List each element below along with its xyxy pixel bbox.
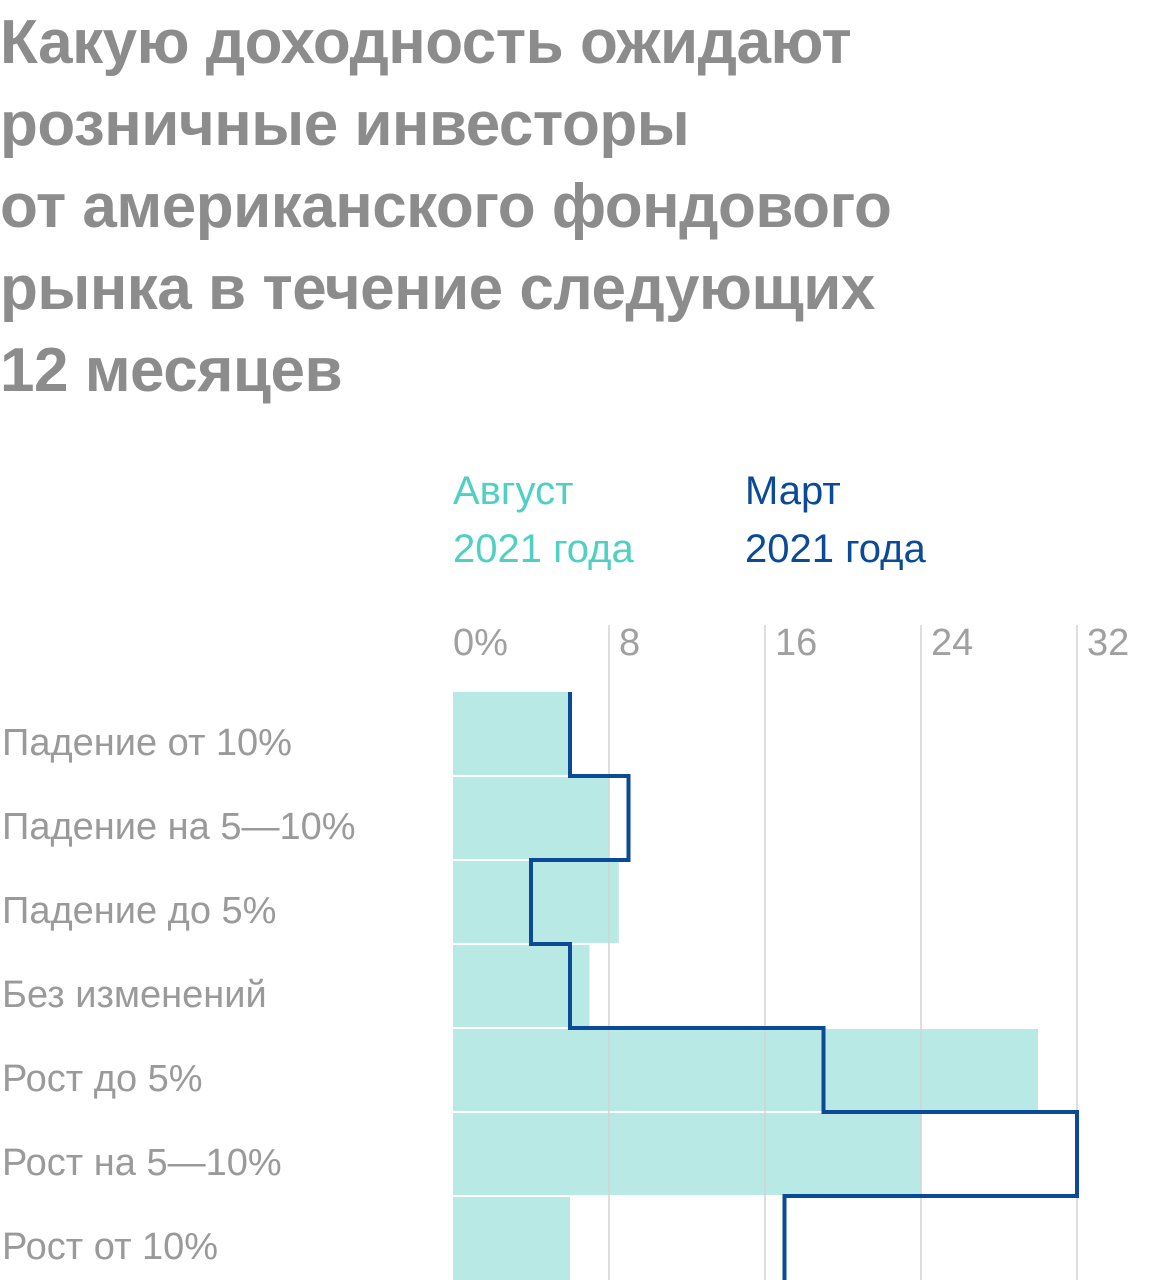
category-label: Падение от 10% (2, 722, 292, 764)
title-line: рынка в течение следующих (0, 254, 875, 323)
august-bar (453, 860, 619, 944)
title-line: от американского фондового (0, 172, 892, 241)
category-label: Рост от 10% (2, 1226, 218, 1268)
title-line: розничные инвесторы (0, 90, 690, 159)
title-line: 12 месяцев (0, 336, 343, 405)
category-label: Падение до 5% (2, 890, 276, 932)
legend-august: Август 2021 года (453, 462, 634, 578)
legend-march: Март 2021 года (745, 462, 926, 578)
august-bar (453, 1196, 570, 1280)
category-labels: Падение от 10% Падение на 5—10% Падение до… (2, 722, 356, 1268)
x-tick-labels: 0% 8 16 24 32 (453, 622, 1129, 664)
title-line: Какую доходность ожидают (0, 8, 852, 77)
category-label: Падение на 5—10% (2, 806, 356, 848)
legend-march-line1: Март (745, 469, 841, 513)
legend-august-line2: 2021 года (453, 527, 634, 571)
legend-march-line2: 2021 года (745, 527, 926, 571)
x-tick-label: 16 (775, 622, 817, 664)
august-bar (453, 776, 609, 860)
category-label: Без изменений (2, 974, 267, 1016)
x-tick-label: 8 (619, 622, 640, 664)
august-bar (453, 1028, 1038, 1112)
x-tick-label: 32 (1087, 622, 1129, 664)
category-label: Рост на 5—10% (2, 1142, 282, 1184)
august-bars (453, 692, 1038, 1280)
august-bar (453, 692, 570, 776)
august-bar (453, 1112, 921, 1196)
x-tick-label: 0% (453, 622, 508, 664)
grid-lines (608, 625, 1078, 1280)
march-step-line (529, 692, 1079, 1280)
march-outline (529, 692, 1079, 1280)
august-bar (453, 944, 590, 1028)
category-label: Рост до 5% (2, 1058, 203, 1100)
x-tick-label: 24 (931, 622, 973, 664)
legend-august-line1: Август (453, 469, 574, 513)
chart-title: Какую доходность ожидают розничные инвес… (0, 2, 1150, 412)
